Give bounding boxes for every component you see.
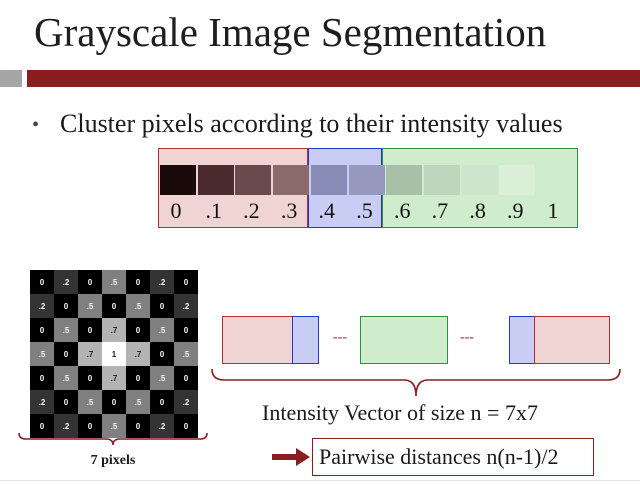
pixel-cell: 0 — [126, 414, 150, 438]
pixel-cell: 0 — [174, 270, 198, 294]
intensity-label: 1 — [547, 198, 559, 223]
intensity-label: .4 — [318, 198, 336, 223]
pixel-cell: 0 — [150, 390, 174, 414]
pixel-cell: 0 — [30, 318, 54, 342]
pixel-cell: .2 — [150, 270, 174, 294]
intensity-label: .3 — [280, 198, 298, 223]
pixel-cell: 0 — [126, 270, 150, 294]
pixel-cell: .5 — [54, 366, 78, 390]
intensity-label: .8 — [469, 198, 486, 223]
intensity-label: .9 — [507, 198, 524, 223]
intensity-swatch — [461, 165, 498, 195]
arrow-right-icon — [272, 448, 310, 466]
intensity-label: .7 — [431, 198, 449, 223]
pixel-cell: 0 — [174, 318, 198, 342]
pixel-cell: .7 — [78, 342, 102, 366]
pixel-cell: 0 — [54, 390, 78, 414]
intensity-label: .2 — [243, 198, 260, 223]
pixel-cell: .5 — [174, 342, 198, 366]
grid-caption: 7 pixels — [90, 453, 136, 468]
pixel-cell: 0 — [150, 342, 174, 366]
intensity-label: 0 — [170, 198, 182, 223]
vector-brace-icon — [211, 368, 621, 397]
pixel-cell: .5 — [126, 390, 150, 414]
pixel-cell: 0 — [78, 318, 102, 342]
pixel-cell: .5 — [54, 318, 78, 342]
intensity-swatch — [310, 165, 347, 195]
pixel-cell: 0 — [78, 270, 102, 294]
vector-caption: Intensity Vector of size n = 7x7 — [262, 400, 538, 425]
intensity-swatch — [160, 165, 196, 195]
vector-segment-red-2 — [534, 316, 610, 364]
pixel-cell: 0 — [150, 294, 174, 318]
pixel-cell: .7 — [102, 366, 126, 390]
pixel-cell: 0 — [102, 390, 126, 414]
pixel-cell: 0 — [30, 270, 54, 294]
intensity-swatch — [348, 165, 385, 195]
vector-ellipsis-right: --- — [460, 330, 474, 345]
pixel-cell: .5 — [78, 294, 102, 318]
grid-brace-icon — [18, 432, 208, 446]
bullet-text: Cluster pixels according to their intens… — [60, 109, 563, 138]
pixel-cell: .2 — [174, 390, 198, 414]
intensity-label: .5 — [356, 198, 373, 223]
pixel-cell: 0 — [30, 366, 54, 390]
pixel-cell: .5 — [150, 318, 174, 342]
intensity-swatch — [423, 165, 460, 195]
pixel-cell: 0 — [126, 318, 150, 342]
intensity-label: .6 — [393, 198, 411, 223]
pixel-cell: 0 — [174, 366, 198, 390]
vector-segment-red — [222, 316, 294, 364]
pixel-cell: 0 — [126, 366, 150, 390]
pixel-cell: 1 — [102, 342, 126, 366]
pixel-cell: 0 — [30, 414, 54, 438]
bullet-dot-icon: • — [32, 114, 40, 136]
pixel-cell: .5 — [102, 270, 126, 294]
intensity-swatch — [499, 165, 536, 195]
pixel-cell: .5 — [150, 366, 174, 390]
vector-ellipsis-left: --- — [333, 330, 347, 345]
pixel-cell: 0 — [54, 342, 78, 366]
pixel-cell: .2 — [150, 414, 174, 438]
pixel-cell: .5 — [30, 342, 54, 366]
pixel-cell: .2 — [30, 390, 54, 414]
footer-divider — [0, 480, 640, 481]
vector-segment-blue — [292, 316, 319, 364]
pixel-cell: .5 — [102, 414, 126, 438]
pixel-cell: 0 — [78, 414, 102, 438]
title-bar — [27, 70, 640, 87]
intensity-swatch — [197, 165, 234, 195]
pixel-cell: .5 — [126, 294, 150, 318]
pixel-cell: .7 — [102, 318, 126, 342]
vector-segment-blue-2 — [509, 316, 536, 364]
intensity-swatch — [235, 165, 272, 195]
pixel-cell: 0 — [78, 366, 102, 390]
pixel-cell: .2 — [54, 270, 78, 294]
pixel-cell: .5 — [78, 390, 102, 414]
intensity-swatch — [386, 165, 423, 195]
pixel-cell: 0 — [54, 294, 78, 318]
pixel-cell: .7 — [126, 342, 150, 366]
pixel-cell: 0 — [102, 294, 126, 318]
pixel-cell: 0 — [174, 414, 198, 438]
vector-segment-green — [360, 316, 448, 364]
title-bar-accent — [0, 70, 22, 87]
pixel-cell: .2 — [54, 414, 78, 438]
slide-title: Grayscale Image Segmentation — [34, 9, 547, 55]
intensity-swatch — [273, 165, 310, 195]
pixel-grid: 0.2 0.5 0.2 0.2 0.5 0.5 0.2 0.5 0.7 0.5 0.5 0.7 1.7 0… — [30, 270, 198, 438]
intensity-label: .1 — [205, 198, 222, 223]
pixel-cell: .2 — [30, 294, 54, 318]
pairwise-distances-box: Pairwise distances n(n-1)/2 — [312, 438, 594, 476]
pixel-cell: .2 — [174, 294, 198, 318]
